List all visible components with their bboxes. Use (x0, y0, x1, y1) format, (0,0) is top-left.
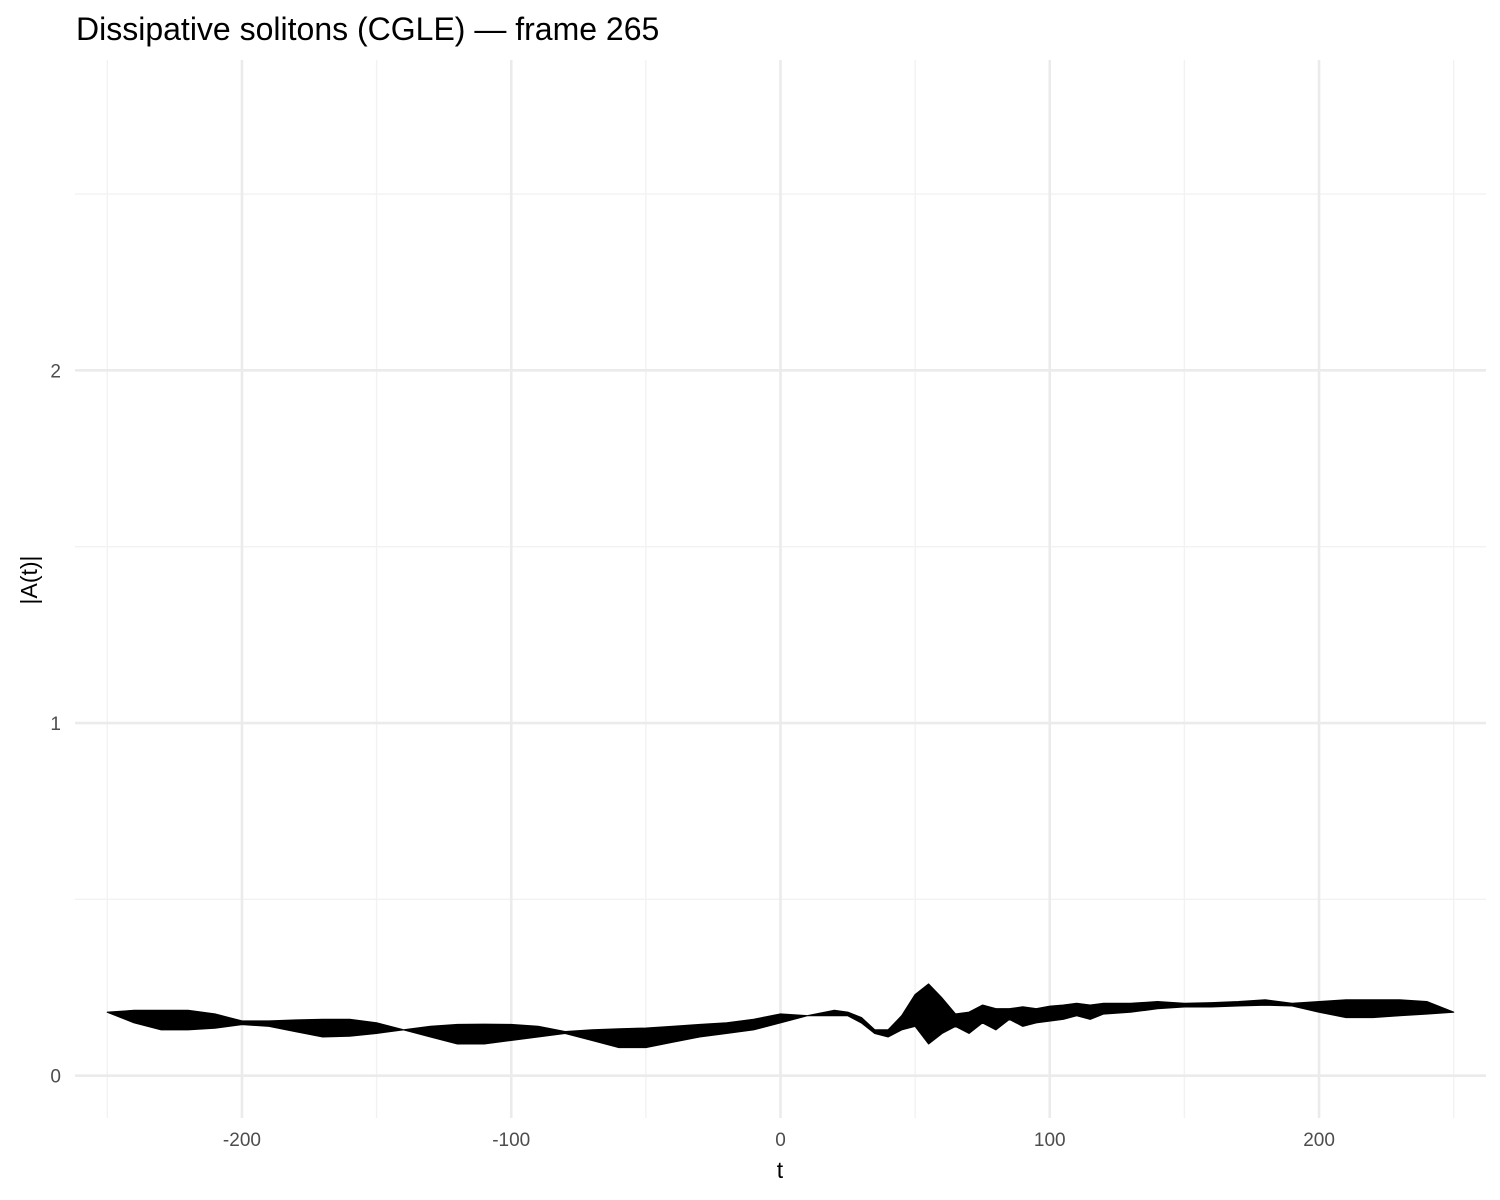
x-tick-label: 200 (1303, 1130, 1335, 1151)
x-tick-label: 100 (1034, 1130, 1066, 1151)
x-tick-label: 0 (775, 1130, 786, 1151)
x-tick-label: -200 (223, 1130, 261, 1151)
x-tick-label: -100 (492, 1130, 530, 1151)
chart-title: Dissipative solitons (CGLE) — frame 265 (76, 11, 659, 47)
y-axis-ticks: 0 1 2 (50, 361, 61, 1087)
x-axis-title: t (777, 1157, 784, 1183)
y-tick-label: 2 (50, 361, 61, 382)
y-tick-label: 1 (50, 714, 61, 735)
x-axis-ticks: -200 -100 0 100 200 (223, 1130, 1335, 1151)
y-axis-title: |A(t)| (16, 556, 42, 605)
y-tick-label: 0 (50, 1067, 61, 1088)
amplitude-envelope (106, 983, 1455, 1049)
series-layer (106, 983, 1455, 1049)
grid (75, 60, 1486, 1118)
